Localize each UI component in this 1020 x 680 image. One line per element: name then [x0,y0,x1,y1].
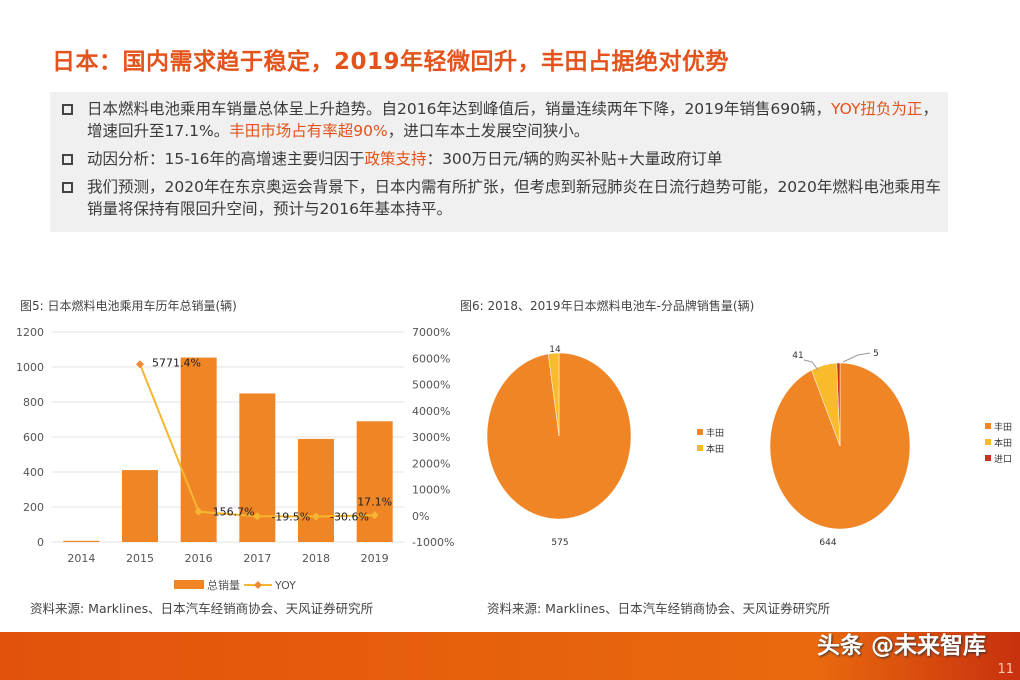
y2-tick-label: -1000% [412,536,454,549]
x-tick-label: 2014 [67,552,95,565]
y-tick-label: 1200 [16,326,44,339]
legend-swatch [697,429,703,435]
highlight: 政策支持 [364,150,427,168]
legend-swatch [985,439,991,445]
square-bullet-icon [62,104,73,115]
highlight: YOY扭负为正 [830,100,923,118]
text: 动因分析：15-16年的高增速主要归因于 [87,150,365,168]
yoy-point [312,512,320,521]
pie-data-label: 575 [551,538,568,548]
highlight: 丰田市场占有率超90% [229,122,388,140]
chart2-title: 图6: 2018、2019年日本燃料电池车-分品牌销售量(辆) [460,299,755,313]
pie-data-label: 14 [549,345,561,355]
y2-tick-label: 3000% [412,431,450,444]
text: ，进口车本土发展空间狭小。 [387,122,590,140]
y2-tick-label: 7000% [412,326,450,339]
text: 日本燃料电池乘用车销量总体呈上升趋势。自2016年达到峰值后，销量连续两年下降，… [87,100,831,118]
yoy-data-label: -19.5% [271,510,310,523]
y-tick-label: 400 [23,466,44,479]
bar [122,470,158,542]
y2-tick-label: 4000% [412,405,450,418]
bar [298,438,334,542]
legend-label: 本田 [994,437,1012,449]
y-tick-label: 200 [23,501,44,514]
yoy-data-label: 156.7% [213,506,255,519]
y-tick-label: 1000 [16,361,44,374]
legend-label: 进口 [994,454,1012,465]
x-tick-label: 2016 [185,552,213,565]
text: ：300万日元/辆的购买补贴+大量政府订单 [426,150,723,168]
text: 我们预测，2020年在东京奥运会背景下，日本内需有所扩张，但考虑到新冠肺炎在日流… [87,178,941,218]
legend-label: 总销量 [207,578,240,592]
legend-label: 丰田 [994,421,1012,433]
yoy-data-label: 5771.4% [152,356,201,369]
chart1-source: 资料来源: Marklines、日本汽车经销商协会、天风证券研究所 [30,601,374,616]
legend-bar-swatch [174,580,204,589]
bar [63,540,100,542]
text: ，增速回升至17.1%。 [87,100,938,140]
yoy-point [370,511,379,520]
y-tick-label: 800 [23,396,44,409]
yoy-point [136,360,144,369]
square-bullet-icon [62,154,73,165]
legend-label: 丰田 [706,427,724,439]
x-tick-label: 2018 [302,552,330,565]
page-number: 11 [997,662,1014,677]
y2-tick-label: 2000% [412,457,450,470]
x-tick-label: 2019 [361,552,389,565]
legend-label: 本田 [706,443,724,455]
y2-tick-label: 5000% [412,379,450,392]
yoy-point [253,512,262,521]
pie-data-label: 644 [819,538,836,548]
legend-marker [254,581,262,589]
pie-data-label: 41 [792,351,803,361]
y-tick-label: 0 [37,536,44,549]
pie-data-label: 5 [873,349,879,359]
charts-canvas: 0 200 400 600 800 1000 1200 -1000% 0% 1000% 2000% 3… [16,326,1012,592]
pie-slice [836,362,841,447]
bullet-2: 动因分析：15-16年的高增速主要归因于政策支持：300万日元/辆的购买补贴+大… [62,148,948,170]
chart1-title: 图5: 日本燃料电池乘用车历年总销量(辆) [20,299,237,313]
leader-line [803,359,819,371]
y2-tick-label: 0% [412,510,429,523]
legend-label: YOY [274,579,296,592]
legend-swatch [697,445,703,451]
x-tick-label: 2017 [243,552,271,565]
bar [356,421,393,542]
legend-swatch [985,423,991,429]
footer-bar [0,632,1020,680]
y-tick-label: 600 [23,431,44,444]
watermark: 头条 @未来智库 [816,633,986,659]
y2-tick-label: 6000% [412,352,450,365]
bullet-1: 日本燃料电池乘用车销量总体呈上升趋势。自2016年达到峰值后，销量连续两年下降，… [62,98,948,142]
square-bullet-icon [62,182,73,193]
yoy-point [194,507,203,516]
summary-box: 日本燃料电池乘用车销量总体呈上升趋势。自2016年达到峰值后，销量连续两年下降，… [50,92,948,232]
leader-line [842,352,871,363]
yoy-data-label: 17.1% [357,495,392,508]
y2-tick-label: 1000% [412,484,450,497]
x-tick-label: 2015 [126,552,154,565]
legend-swatch [985,455,991,461]
chart2-source: 资料来源: Marklines、日本汽车经销商协会、天风证券研究所 [487,601,831,616]
page-title: 日本：国内需求趋于稳定，2019年轻微回升，丰田占据绝对优势 [52,49,730,75]
pie-slice [548,352,560,437]
yoy-data-label: -30.6% [330,511,369,524]
bullet-3: 我们预测，2020年在东京奥运会背景下，日本内需有所扩张，但考虑到新冠肺炎在日流… [62,176,948,220]
